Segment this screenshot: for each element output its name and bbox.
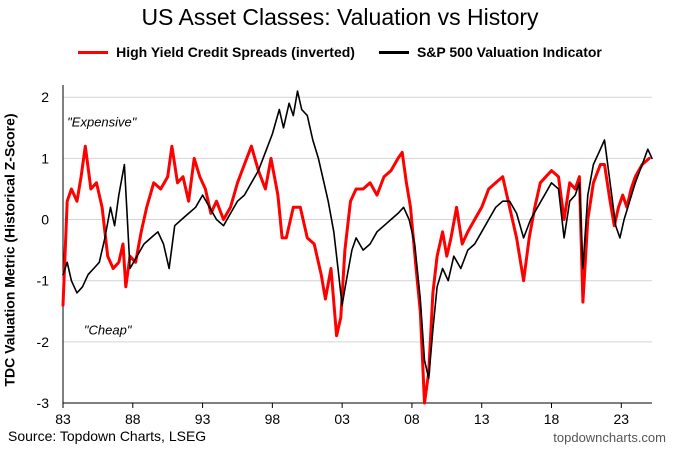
series-line-high-yield: [61, 144, 651, 405]
legend-item-high-yield: High Yield Credit Spreads (inverted): [78, 44, 355, 60]
y-tick-label: -2: [37, 334, 50, 350]
x-tick-label: 83: [55, 411, 71, 427]
chart-title: US Asset Classes: Valuation vs History: [141, 4, 539, 30]
y-tick-label: 2: [41, 89, 49, 105]
annotation: "Expensive": [67, 115, 138, 130]
annotation: "Cheap": [84, 323, 133, 338]
y-tick-label: -1: [37, 273, 50, 289]
y-tick-label: 0: [41, 212, 49, 228]
x-tick-label: 13: [474, 411, 490, 427]
y-tick-label: -3: [37, 395, 50, 411]
legend: High Yield Credit Spreads (inverted) S&P…: [0, 44, 680, 60]
x-tick-label: 18: [544, 411, 560, 427]
x-tick-label: 23: [614, 411, 630, 427]
x-tick-label: 88: [125, 411, 141, 427]
watermark: topdowncharts.com: [553, 430, 666, 445]
legend-label-sp500: S&P 500 Valuation Indicator: [416, 44, 602, 60]
legend-label-high-yield: High Yield Credit Spreads (inverted): [116, 44, 355, 60]
x-tick-label: 08: [404, 411, 420, 427]
series-line-sp500: [62, 90, 653, 380]
x-tick-label: 93: [195, 411, 211, 427]
legend-item-sp500: S&P 500 Valuation Indicator: [378, 44, 602, 60]
legend-swatch-sp500: [378, 50, 409, 54]
y-tick-label: 1: [41, 150, 49, 166]
x-tick-label: 98: [265, 411, 281, 427]
legend-swatch-high-yield: [78, 50, 109, 54]
source-note: Source: Topdown Charts, LSEG: [8, 428, 207, 444]
x-tick-label: 03: [334, 411, 350, 427]
